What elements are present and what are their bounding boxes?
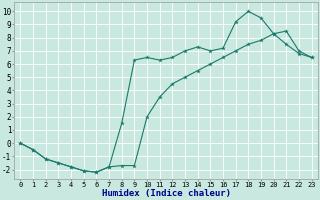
X-axis label: Humidex (Indice chaleur): Humidex (Indice chaleur): [101, 189, 230, 198]
